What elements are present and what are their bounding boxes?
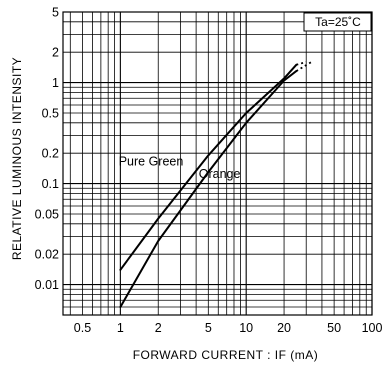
x-tick-label: 0.5: [74, 321, 91, 335]
x-tick-label: 5: [205, 321, 212, 335]
series-layer: [119, 61, 312, 308]
series-line-orange: [119, 70, 298, 308]
y-tick-label: 5: [52, 6, 59, 20]
x-tick-labels: 0.5 1 2 5 10 20 50 100: [74, 321, 383, 335]
series-label-pure-green: Pure Green: [119, 155, 184, 169]
plot-frame: [62, 11, 373, 316]
x-tick-label: 10: [239, 321, 253, 335]
grid: [63, 11, 373, 315]
y-tick-label: 0.5: [42, 107, 59, 121]
series-extrapolation-orange: [295, 61, 312, 72]
series-label-orange: Orange: [199, 167, 241, 181]
y-tick-labels: 0.01 0.02 0.05 0.1 0.2 0.5 1 2 5: [35, 6, 59, 293]
x-tick-label: 1: [117, 321, 124, 335]
x-tick-label: 20: [277, 321, 291, 335]
y-tick-label: 2: [52, 46, 59, 60]
x-tick-label: 50: [327, 321, 341, 335]
y-tick-label: 0.02: [35, 248, 59, 262]
temperature-annotation-box: [303, 12, 372, 32]
temperature-annotation: Ta=25˚C: [315, 15, 361, 29]
y-tick-label: 0.2: [42, 147, 59, 161]
y-tick-label: 1: [52, 76, 59, 90]
series-line-pure-green: [119, 63, 298, 271]
y-tick-label: 0.1: [42, 177, 59, 191]
series-extrapolation-pure-green: [296, 61, 307, 66]
y-tick-label: 0.05: [35, 208, 59, 222]
y-axis-label: RELATIVE LUMINOUS INTENSITY: [10, 57, 24, 260]
x-axis-label: FORWARD CURRENT : IF (mA): [133, 348, 319, 362]
x-tick-label: 100: [362, 321, 383, 335]
x-tick-label: 2: [155, 321, 162, 335]
y-tick-label: 0.01: [35, 278, 59, 292]
